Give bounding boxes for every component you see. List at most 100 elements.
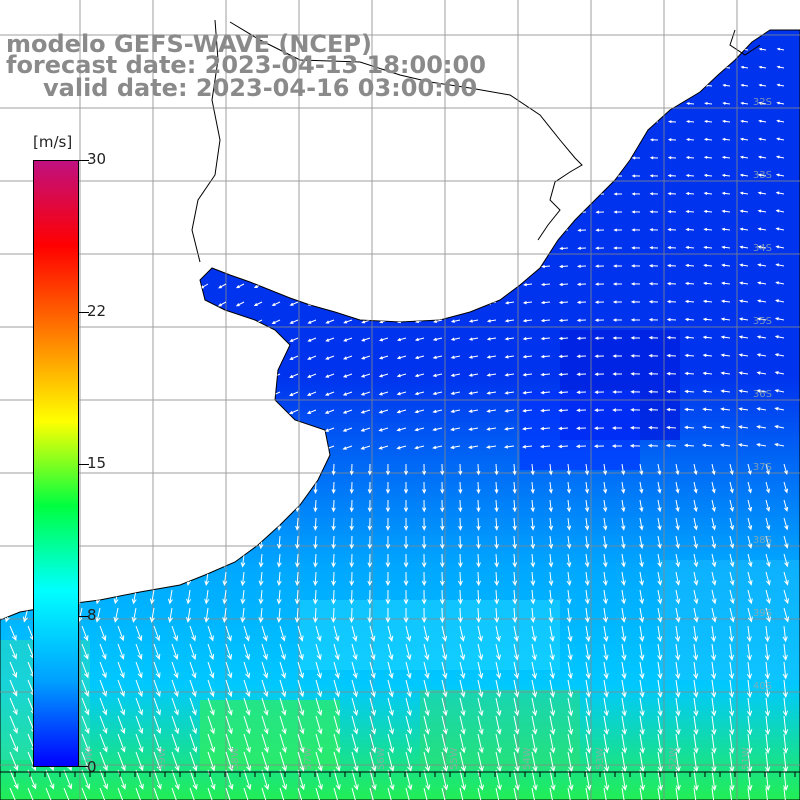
wind-arrow [351,679,358,698]
wind-arrow [693,751,699,773]
wind-arrow [477,769,484,791]
wind-arrow [440,499,445,513]
wind-arrow [189,733,198,753]
wind-arrow [549,661,555,680]
wind-arrow [756,317,767,321]
wind-arrow [405,661,412,680]
wind-arrow [738,335,749,339]
wind-arrow [351,751,359,772]
wind-arrow [343,301,353,306]
wind-arrow [3,283,11,291]
wind-arrow [349,535,355,550]
wind-arrow [218,229,227,235]
wind-arrow [513,751,520,773]
wind-arrow [330,607,337,624]
wind-arrow [253,355,263,361]
wind-arrow [81,733,90,753]
wind-arrow [182,229,191,235]
wind-arrow [495,769,502,791]
wind-arrow [504,355,515,359]
bottom-axis [0,771,800,777]
wind-arrow [548,499,553,513]
wind-arrow [27,787,37,800]
wind-arrow [566,463,571,476]
wind-arrow [602,499,608,513]
wind-arrow [765,769,771,792]
wind-arrow [9,643,17,660]
wind-arrow [343,283,353,288]
wind-arrow [782,625,788,643]
wind-arrow [325,355,335,360]
wind-arrow [344,157,353,162]
wind-arrow [594,282,605,286]
wind-arrow [186,553,192,568]
wind-arrow [276,535,282,550]
latitude-label: 35S [753,316,772,327]
wind-arrow [783,463,788,476]
wind-arrow [236,121,245,126]
wind-arrow [279,751,287,772]
wind-arrow [23,499,29,513]
wind-arrow [495,715,502,735]
wind-arrow [189,661,197,679]
wind-arrow [369,643,376,661]
wind-arrow [504,427,515,431]
wind-arrow [757,227,767,231]
wind-arrow [189,679,197,698]
wind-arrow [207,679,215,698]
wind-arrow [758,137,767,141]
wind-arrow [325,283,335,288]
wind-arrow [225,769,234,791]
wind-arrow [738,425,749,429]
wind-arrow [530,499,535,513]
wind-arrow [693,679,699,698]
wind-arrow [415,265,425,269]
wind-arrow [542,66,551,70]
wind-arrow [149,607,155,623]
wind-arrow [344,139,353,144]
wind-arrow [99,715,108,735]
wind-arrow [530,589,536,605]
wind-arrow [513,787,520,800]
wind-arrow [621,517,626,531]
wind-arrow [477,661,484,680]
wind-arrow [128,373,137,380]
wind-arrow [397,247,407,251]
wind-arrow [783,571,789,586]
wind-arrow [181,427,191,434]
wind-arrow [433,247,443,251]
wind-arrow [602,535,608,550]
wind-arrow [132,517,137,531]
wind-arrow [405,679,412,698]
wind-arrow [630,318,641,322]
wind-arrow [711,607,717,623]
wind-arrow [290,121,299,126]
wind-arrow [776,119,785,123]
wind-arrow [702,353,713,358]
wind-arrow [685,138,695,142]
wind-arrow [324,427,335,432]
wind-arrow [415,283,425,287]
wind-arrow [403,482,409,494]
wind-arrow [261,769,270,791]
wind-arrow [163,391,173,398]
wind-arrow [254,157,263,162]
wind-arrow [513,661,520,680]
wind-arrow [783,787,789,800]
wind-arrow [594,336,605,340]
wind-arrow [450,337,461,341]
wind-arrow [683,443,695,448]
wind-arrow [675,697,681,717]
wind-arrow [114,481,119,494]
wind-arrow [523,175,533,179]
wind-arrow [168,499,173,513]
wind-arrow [333,769,341,791]
wind-arrow [433,301,443,305]
wind-arrow [530,481,535,494]
wind-arrow [200,301,209,307]
longitude-label: 53W [595,747,606,770]
wind-arrow [783,481,789,494]
wind-arrow [531,697,538,717]
wind-arrow [379,175,389,179]
wind-arrow [308,157,317,162]
